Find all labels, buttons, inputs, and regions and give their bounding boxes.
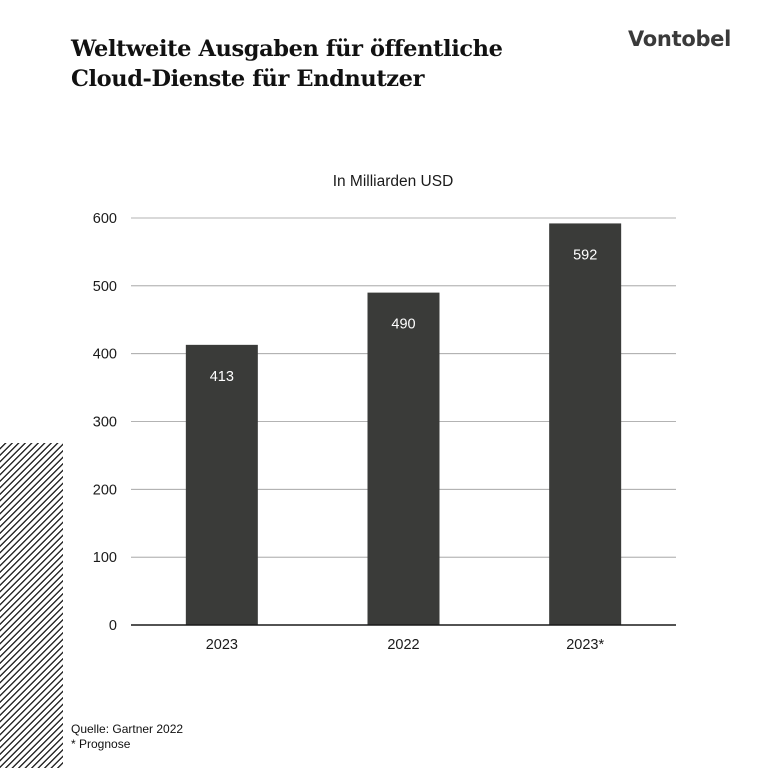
source-note: Quelle: Gartner 2022 [71,722,184,736]
vontobel-logo: Vontobel [628,27,732,51]
chart-title-line-2: Cloud-Dienste für Endnutzer [71,66,425,92]
x-tick-label-2023: 2023 [206,637,238,653]
bar-2022 [367,292,440,625]
bar-2023 [185,344,258,625]
bar-value-label-2023*: 592 [573,247,597,263]
y-tick-label-400: 400 [93,347,117,363]
chart-title: Weltweite Ausgaben für öffentliche Cloud… [71,34,591,94]
hatch-pattern-decoration [0,443,63,768]
chart-footer: Quelle: Gartner 2022 * Prognose [71,722,183,752]
bar-value-label-2023: 413 [210,369,234,385]
bar-2023* [549,223,622,625]
bar-value-label-2022: 490 [391,317,415,333]
y-axis-tick-labels: 0 100 200 300 400 500 600 [93,211,117,634]
chart-subtitle: In Milliarden USD [333,173,454,190]
chart-title-line-1: Weltweite Ausgaben für öffentliche [71,36,503,62]
x-tick-label-2023*: 2023* [566,637,604,653]
y-tick-label-500: 500 [93,279,117,295]
y-tick-label-600: 600 [93,211,117,227]
bar-value-labels: 413 490 592 [210,247,598,384]
y-tick-label-200: 200 [93,482,117,498]
forecast-note: * Prognose [71,737,131,751]
x-tick-label-2022: 2022 [387,637,419,653]
x-axis-tick-labels: 2023 2022 2023* [206,637,605,653]
bars [185,223,622,625]
y-tick-label-300: 300 [93,415,117,431]
y-tick-label-100: 100 [93,550,117,566]
y-tick-label-0: 0 [109,618,117,634]
